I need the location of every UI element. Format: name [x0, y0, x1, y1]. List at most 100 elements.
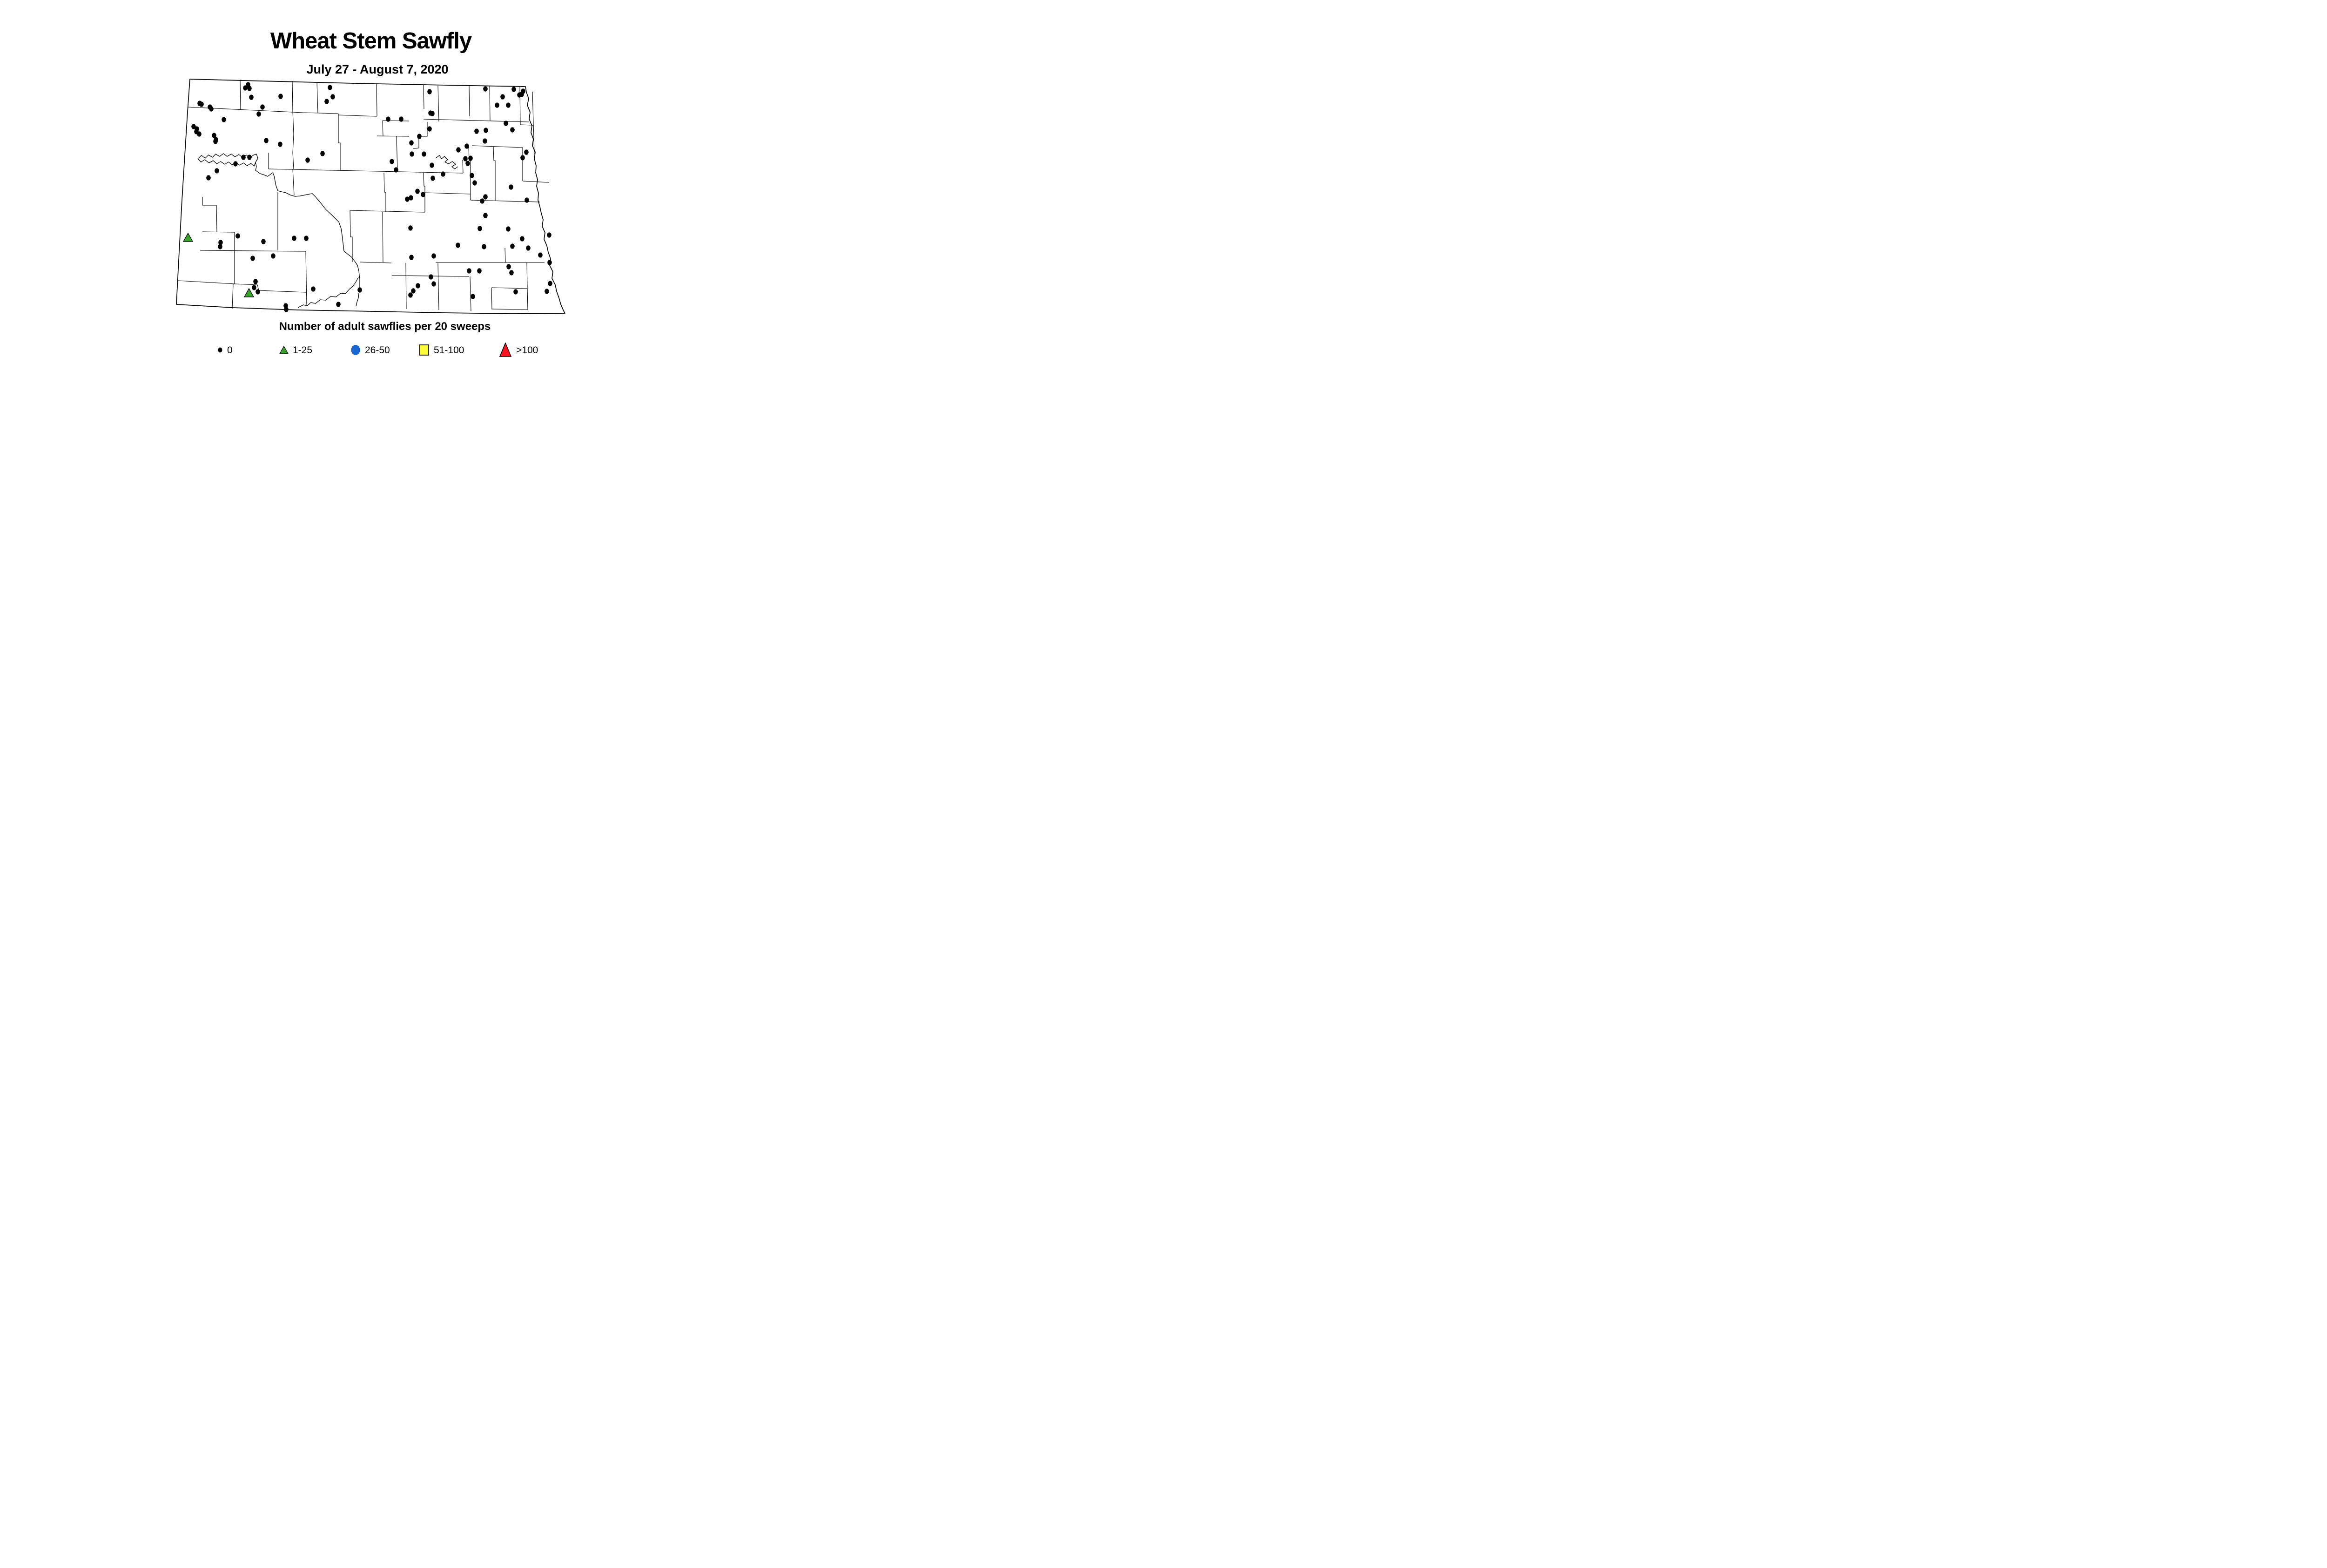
county-line [423, 172, 425, 212]
marker-dot-0 [386, 116, 390, 122]
county-line [268, 168, 464, 174]
legend-item-51-100: 51-100 [418, 341, 464, 359]
marker-dot-0 [474, 128, 479, 134]
marker-dot-0 [249, 94, 254, 100]
county-line [437, 85, 439, 122]
red-triangle-icon [499, 343, 512, 357]
marker-dot-0 [548, 281, 552, 286]
marker-dot-0 [405, 196, 410, 202]
marker-dot-0 [235, 233, 240, 239]
marker-dot-0 [252, 285, 256, 290]
marker-dot-0 [431, 281, 436, 287]
marker-dot-0 [408, 292, 413, 298]
county-line [532, 91, 535, 154]
marker-dot-0 [410, 151, 414, 157]
marker-dot-0 [417, 134, 422, 139]
marker-dot-0 [472, 180, 477, 186]
marker-dot-0 [411, 288, 416, 294]
marker-dot-0 [409, 140, 414, 146]
county-line [316, 81, 318, 114]
marker-dot-0 [506, 264, 511, 269]
rivers-and-lakes [197, 153, 458, 308]
figure: Wheat Stem Sawfly July 27 - August 7, 20… [0, 0, 730, 381]
legend-item-1-25: 1-25 [279, 341, 312, 359]
legend-label: 51-100 [434, 344, 464, 356]
county-line [350, 210, 353, 262]
marker-triangle-1-25 [182, 232, 194, 242]
state-border [176, 79, 565, 314]
marker-dot-0 [390, 159, 394, 164]
marker-dot-0 [260, 104, 265, 110]
marker-dot-0 [233, 161, 238, 167]
legend-label: 26-50 [365, 344, 390, 356]
marker-dot-0 [506, 102, 511, 108]
marker-dot-0 [519, 92, 524, 97]
county-line [437, 263, 439, 310]
marker-dot-0 [506, 226, 511, 232]
marker-dot-0 [471, 294, 475, 299]
legend: 0 1-25 26-50 51-100 >100 [0, 341, 730, 359]
marker-dot-0 [500, 94, 505, 100]
marker-dot-0 [431, 253, 436, 259]
county-line [240, 79, 241, 110]
county-line [468, 146, 471, 200]
county-line [470, 276, 471, 311]
marker-dot-0 [336, 302, 341, 307]
river-line [197, 158, 256, 167]
marker-dot-0 [264, 138, 269, 143]
marker-dot-0 [247, 155, 252, 160]
marker-dot-0 [247, 86, 252, 91]
county-line [178, 280, 235, 284]
marker-dot-0 [394, 167, 398, 173]
north-dakota-county-map [176, 79, 565, 314]
marker-dot-0 [429, 274, 433, 280]
marker-dot-0 [430, 175, 435, 181]
county-line [305, 251, 307, 306]
marker-dot-0 [464, 143, 469, 149]
marker-dot-0 [430, 111, 435, 116]
marker-dot-0 [524, 149, 529, 155]
county-line [337, 114, 377, 117]
county-line [493, 146, 496, 201]
marker-dot-0 [483, 213, 488, 218]
county-line [338, 114, 341, 170]
marker-dot-0 [271, 253, 276, 259]
marker-dot-0 [467, 268, 471, 274]
marker-dot-0 [509, 270, 514, 276]
marker-dot-0 [456, 242, 460, 248]
marker-dot-0 [421, 192, 425, 197]
marker-dot-0 [465, 161, 470, 166]
marker-dot-0 [292, 236, 296, 241]
marker-dot-0 [218, 244, 222, 249]
marker-dot-0 [241, 155, 246, 160]
marker-dot-0 [304, 236, 309, 241]
marker-dot-0 [482, 244, 486, 249]
marker-dot-0 [427, 89, 432, 94]
county-line [522, 181, 550, 183]
marker-dot-0 [209, 106, 214, 112]
county-line [350, 210, 425, 213]
marker-dot-0 [483, 86, 488, 92]
marker-dot-0 [477, 268, 482, 274]
marker-dot-0 [305, 157, 310, 163]
marker-dot-0 [480, 198, 484, 204]
marker-dot-0 [320, 151, 325, 156]
marker-dot-0 [525, 197, 529, 203]
marker-dot-0 [430, 162, 434, 168]
marker-dot-0 [478, 226, 482, 231]
green-triangle-icon [279, 346, 289, 354]
county-line [424, 192, 471, 195]
county-line [491, 288, 492, 310]
county-line [469, 85, 470, 117]
marker-dot-0 [218, 240, 223, 245]
marker-dot-0 [545, 289, 549, 294]
sample-site-markers [182, 82, 552, 312]
legend-item-over-100: >100 [499, 341, 538, 359]
marker-dot-0 [199, 101, 204, 107]
marker-dot-0 [409, 255, 414, 260]
legend-label: 1-25 [293, 344, 313, 356]
legend-item-0: 0 [217, 341, 233, 359]
marker-dot-0 [243, 85, 248, 91]
marker-dot-0 [526, 245, 531, 251]
marker-dot-0 [206, 175, 211, 181]
